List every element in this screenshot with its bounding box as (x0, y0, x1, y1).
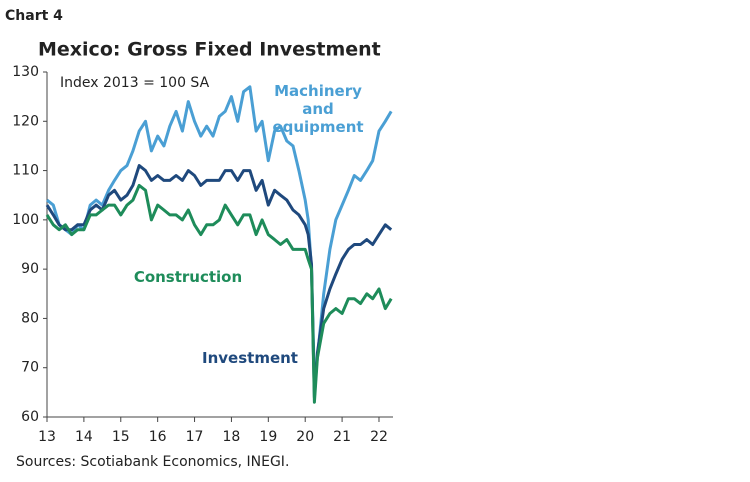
x-tick-label: 22 (370, 429, 388, 445)
x-tick-label: 20 (296, 429, 314, 445)
y-tick-label: 130 (12, 64, 39, 80)
series-label: Investment (202, 349, 298, 367)
x-tick-label: 18 (223, 429, 241, 445)
y-tick-label: 70 (21, 360, 39, 376)
x-tick-label: 16 (149, 429, 167, 445)
x-tick-label: 19 (259, 429, 277, 445)
x-tick-label: 17 (186, 429, 204, 445)
y-tick-label: 60 (21, 409, 39, 425)
series-label: Construction (133, 268, 243, 286)
chart-label: Chart 4 (5, 8, 63, 24)
y-tick-label: 120 (12, 113, 39, 129)
x-tick-label: 21 (333, 429, 351, 445)
series-line (45, 183, 393, 404)
x-tick-label: 13 (38, 429, 56, 445)
y-tick-label: 110 (12, 163, 39, 179)
annotation: Index 2013 = 100 SA (60, 75, 210, 91)
x-tick-label: 14 (75, 429, 93, 445)
y-tick-label: 80 (21, 310, 39, 326)
y-tick-label: 90 (21, 261, 39, 277)
chart-title: Mexico: Gross Fixed Investment (38, 39, 381, 61)
series-label: Machinery and equipment (272, 82, 364, 136)
x-tick-label: 15 (112, 429, 130, 445)
series-line (45, 164, 393, 399)
source: Sources: Scotiabank Economics, INEGI. (16, 454, 289, 470)
series-line (46, 85, 393, 384)
y-tick-label: 100 (12, 212, 39, 228)
